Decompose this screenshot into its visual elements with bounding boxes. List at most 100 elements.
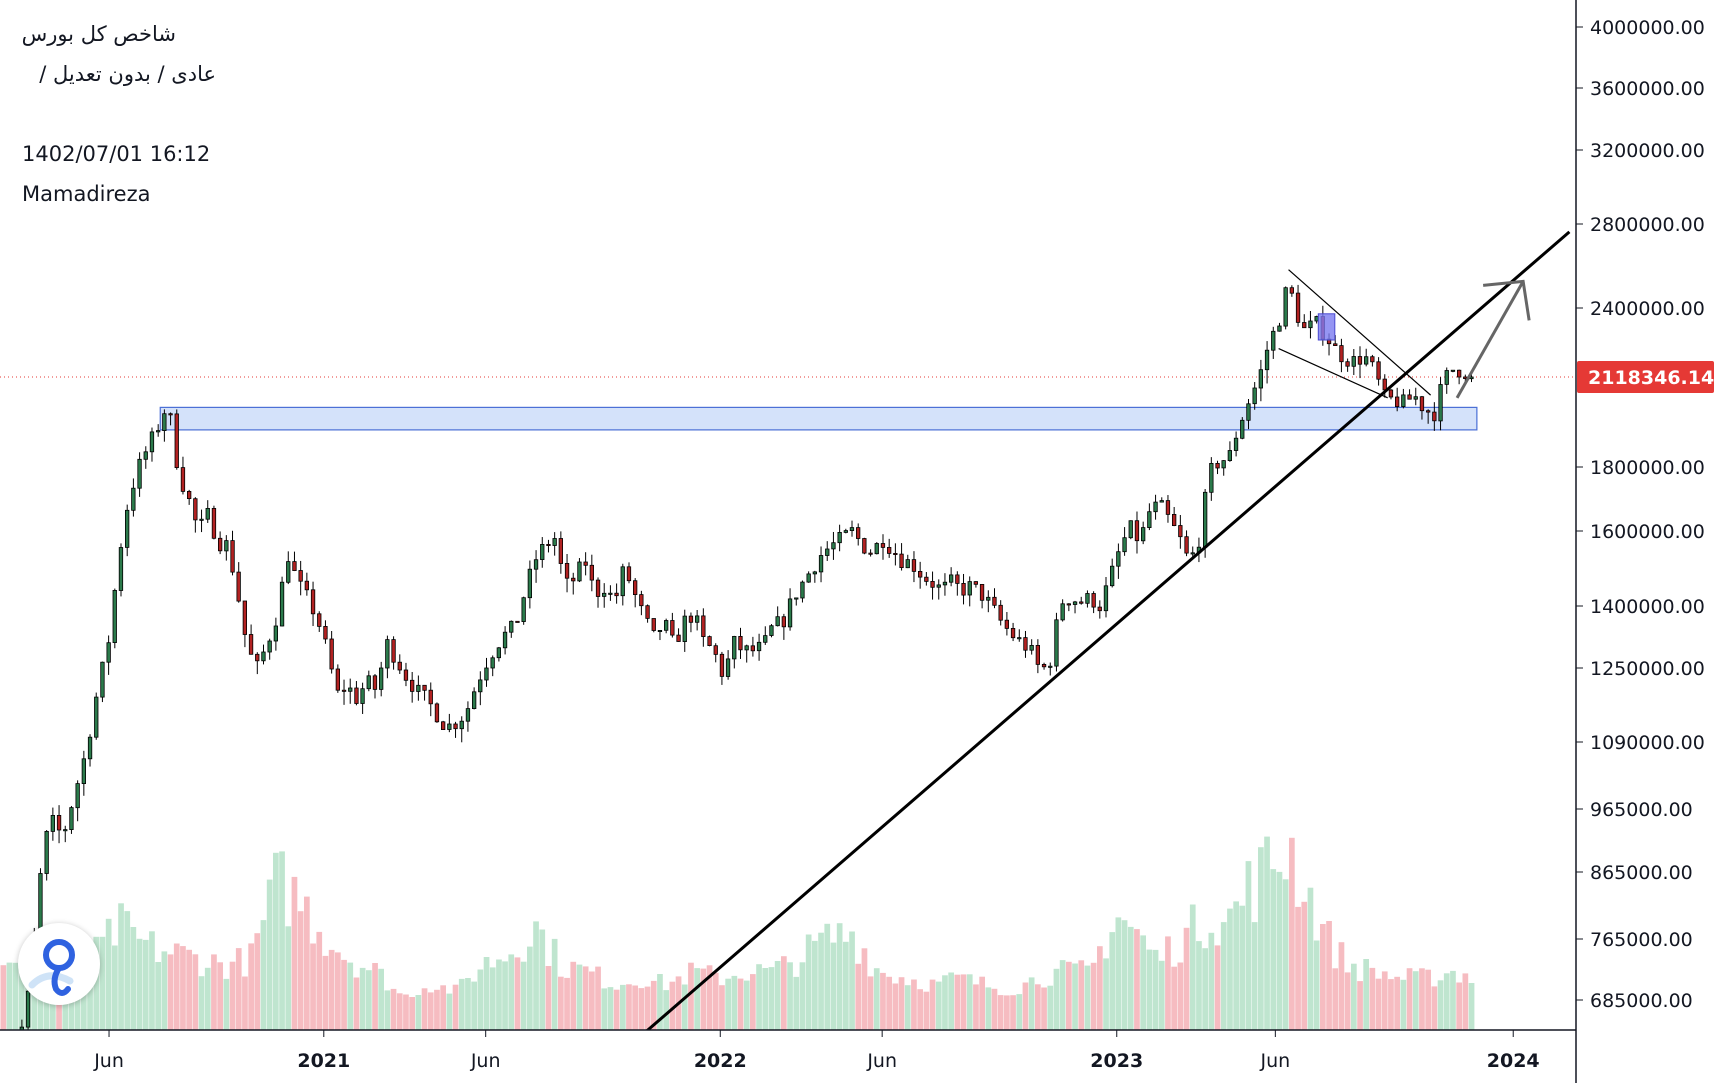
candle-down[interactable] — [409, 672, 415, 703]
candle-up[interactable] — [1401, 388, 1406, 409]
candle-down[interactable] — [1295, 284, 1301, 327]
candle-down[interactable] — [434, 702, 440, 723]
candle-down[interactable] — [174, 409, 179, 470]
candle-up[interactable] — [818, 546, 824, 583]
candle-down[interactable] — [893, 543, 898, 566]
candle-up[interactable] — [69, 805, 74, 834]
candle-down[interactable] — [298, 560, 303, 596]
candle-up[interactable] — [794, 597, 799, 606]
candle-up[interactable] — [205, 500, 210, 523]
candle-up[interactable] — [521, 596, 526, 625]
candle-up[interactable] — [725, 650, 731, 680]
candle-down[interactable] — [564, 554, 570, 593]
candle-down[interactable] — [998, 600, 1003, 626]
candle-up[interactable] — [1450, 369, 1456, 373]
candle-down[interactable] — [1165, 495, 1171, 523]
candle-down[interactable] — [645, 604, 650, 623]
candle-down[interactable] — [236, 562, 241, 603]
candle-up[interactable] — [1252, 382, 1257, 410]
candle-up[interactable] — [825, 541, 830, 561]
candle-up[interactable] — [806, 571, 811, 583]
candle-down[interactable] — [626, 562, 632, 584]
candle-up[interactable] — [279, 576, 285, 627]
candle-down[interactable] — [868, 549, 873, 557]
candle-up[interactable] — [478, 671, 483, 706]
trendline[interactable] — [597, 230, 1571, 1075]
candle-down[interactable] — [639, 590, 644, 616]
candle-down[interactable] — [310, 581, 316, 627]
candle-up[interactable] — [756, 633, 762, 661]
candle-down[interactable] — [453, 721, 458, 738]
candle-up[interactable] — [1308, 311, 1313, 339]
candle-down[interactable] — [955, 571, 960, 596]
candle-up[interactable] — [348, 678, 353, 704]
candle-up[interactable] — [664, 618, 669, 634]
candle-up[interactable] — [1227, 441, 1232, 462]
candle-up[interactable] — [769, 624, 774, 638]
candle-up[interactable] — [416, 675, 421, 701]
candle-up[interactable] — [1209, 457, 1214, 501]
candle-up[interactable] — [1444, 367, 1449, 394]
candle-up[interactable] — [125, 504, 130, 557]
candle-down[interactable] — [1345, 358, 1350, 372]
candle-up[interactable] — [162, 409, 167, 442]
candle-up[interactable] — [1240, 417, 1245, 440]
candle-down[interactable] — [707, 635, 712, 647]
candle-up[interactable] — [261, 644, 266, 665]
candle-up[interactable] — [527, 560, 532, 609]
candle-down[interactable] — [1091, 591, 1096, 614]
candle-up[interactable] — [1048, 662, 1053, 676]
candle-down[interactable] — [1376, 357, 1381, 386]
candle-down[interactable] — [1426, 409, 1431, 424]
candle-down[interactable] — [354, 681, 359, 706]
candle-up[interactable] — [44, 830, 49, 881]
candle-up[interactable] — [75, 780, 80, 822]
candle-up[interactable] — [533, 550, 539, 583]
candle-up[interactable] — [986, 590, 991, 613]
candle-down[interactable] — [1289, 285, 1294, 297]
candle-down[interactable] — [558, 531, 563, 574]
candle-up[interactable] — [366, 670, 371, 692]
candle-down[interactable] — [391, 636, 396, 670]
candle-up[interactable] — [63, 825, 68, 843]
candle-up[interactable] — [1122, 527, 1127, 556]
candle-up[interactable] — [149, 427, 155, 462]
candle-down[interactable] — [688, 612, 694, 633]
candle-down[interactable] — [217, 531, 223, 555]
candle-up[interactable] — [1054, 612, 1059, 672]
candle-up[interactable] — [1085, 590, 1090, 608]
candle-up[interactable] — [81, 750, 86, 796]
candle-down[interactable] — [589, 554, 594, 592]
candle-down[interactable] — [676, 628, 681, 642]
candle-down[interactable] — [781, 613, 786, 640]
candle-down[interactable] — [1172, 506, 1177, 527]
candle-up[interactable] — [1283, 286, 1288, 330]
candle-down[interactable] — [323, 620, 328, 644]
candle-down[interactable] — [193, 497, 198, 533]
candle-up[interactable] — [657, 630, 663, 641]
candle-down[interactable] — [918, 561, 923, 589]
candle-up[interactable] — [118, 543, 124, 597]
candle-up[interactable] — [1233, 431, 1239, 457]
candle-down[interactable] — [979, 584, 985, 609]
candle-down[interactable] — [186, 489, 192, 505]
candle-up[interactable] — [1258, 359, 1263, 402]
candle-up[interactable] — [385, 635, 390, 679]
candle-down[interactable] — [180, 456, 186, 495]
candle-down[interactable] — [56, 805, 62, 844]
candle-up[interactable] — [682, 609, 687, 652]
candle-down[interactable] — [880, 534, 886, 560]
candle-down[interactable] — [1302, 314, 1307, 329]
candle-down[interactable] — [713, 643, 718, 663]
candle-down[interactable] — [738, 627, 743, 659]
candle-up[interactable] — [849, 520, 855, 537]
candle-down[interactable] — [856, 523, 861, 546]
candle-up[interactable] — [874, 542, 879, 555]
candle-up[interactable] — [1438, 377, 1443, 431]
candle-down[interactable] — [1178, 514, 1183, 549]
channel-upper-line[interactable] — [1288, 269, 1432, 396]
candle-down[interactable] — [719, 651, 725, 685]
candle-up[interactable] — [1029, 639, 1034, 655]
